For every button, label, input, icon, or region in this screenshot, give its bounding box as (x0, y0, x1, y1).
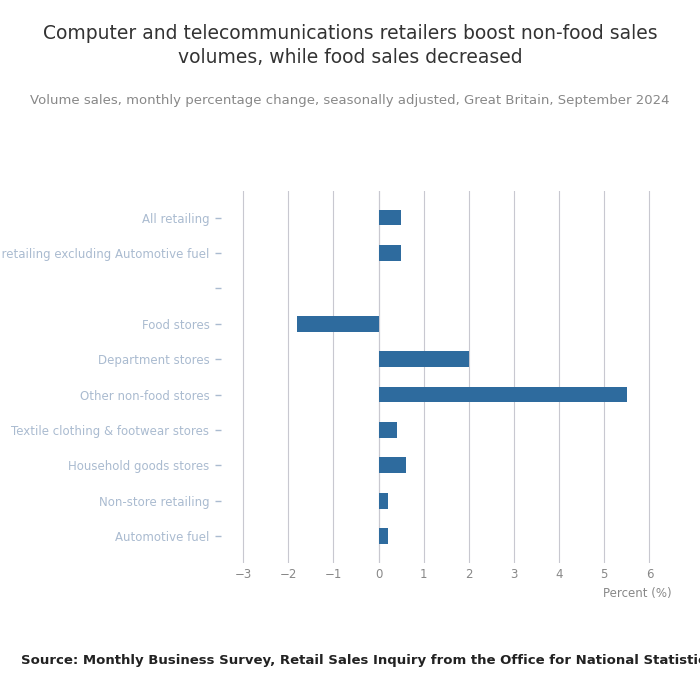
Bar (379, 528, 388, 544)
Bar (379, 422, 397, 438)
Text: Source: Monthly Business Survey, Retail Sales Inquiry from the Office for Nation: Source: Monthly Business Survey, Retail … (21, 654, 700, 667)
Bar (379, 492, 388, 509)
Bar (379, 351, 469, 367)
Text: Computer and telecommunications retailers boost non-food sales
volumes, while fo: Computer and telecommunications retailer… (43, 24, 657, 67)
Bar (298, 316, 379, 331)
X-axis label: Percent (%): Percent (%) (603, 587, 672, 599)
Bar (379, 387, 627, 402)
Bar (379, 209, 401, 226)
Text: Volume sales, monthly percentage change, seasonally adjusted, Great Britain, Sep: Volume sales, monthly percentage change,… (30, 94, 670, 107)
Bar (379, 458, 405, 473)
Bar (379, 245, 401, 261)
